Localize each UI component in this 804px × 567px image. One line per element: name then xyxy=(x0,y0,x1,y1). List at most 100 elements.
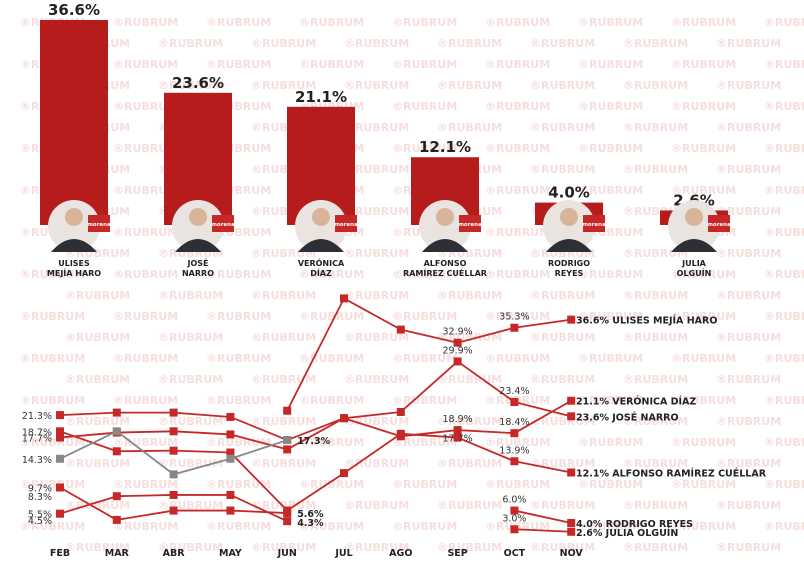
watermark-text: ®RUBRUM xyxy=(578,352,643,365)
watermark-text: ®RUBRUM xyxy=(578,268,643,281)
series-marker xyxy=(510,525,519,534)
series-marker xyxy=(56,509,64,518)
watermark-text: ®RUBRUM xyxy=(65,373,130,386)
watermark-text: ®RUBRUM xyxy=(485,100,550,113)
watermark-text: ®RUBRUM xyxy=(251,373,316,386)
series-marker xyxy=(396,325,405,334)
data-label: 18.7% xyxy=(22,427,52,438)
watermark-text: ®RUBRUM xyxy=(392,352,457,365)
series-segment xyxy=(173,430,231,436)
data-label: 13.9% xyxy=(499,445,529,456)
watermark-text: ®RUBRUM xyxy=(485,142,550,155)
watermark-text: ®RUBRUM xyxy=(344,163,409,176)
series-marker xyxy=(283,445,292,454)
watermark-text: ®RUBRUM xyxy=(344,121,409,134)
data-label: 18.4% xyxy=(499,417,529,428)
watermark-text: ®RUBRUM xyxy=(716,415,781,428)
watermark-text: ®RUBRUM xyxy=(344,541,409,554)
x-tick-label: MAR xyxy=(105,548,130,559)
watermark-text: ®RUBRUM xyxy=(158,331,223,344)
watermark-text: ®RUBRUM xyxy=(764,352,804,365)
watermark-text: ®RUBRUM xyxy=(623,457,688,470)
watermark-text: ®RUBRUM xyxy=(158,289,223,302)
avatar-head xyxy=(65,208,83,226)
series-end-label: 36.6% ULISES MEJÍA HARO xyxy=(576,315,717,327)
watermark-text: ®RUBRUM xyxy=(716,163,781,176)
watermark-text: ®RUBRUM xyxy=(716,37,781,50)
watermark-text: ®RUBRUM xyxy=(113,310,178,323)
data-label: 8.3% xyxy=(28,492,52,503)
series-marker xyxy=(112,408,121,417)
series-segment xyxy=(230,509,288,514)
series-segment xyxy=(400,328,458,344)
series-segment xyxy=(116,430,174,434)
watermark-text: ®RUBRUM xyxy=(344,79,409,92)
series-segment xyxy=(59,411,117,416)
morena-badge xyxy=(88,215,110,232)
watermark-text: ®RUBRUM xyxy=(158,79,223,92)
watermark-text: ®RUBRUM xyxy=(392,58,457,71)
candidate-avatar xyxy=(172,200,224,252)
watermark-text: ®RUBRUM xyxy=(113,352,178,365)
series-marker xyxy=(510,323,519,332)
avatar-body xyxy=(546,239,592,252)
watermark-text: ®RUBRUM xyxy=(485,184,550,197)
watermark-text: ®RUBRUM xyxy=(206,352,271,365)
watermark-text: ®RUBRUM xyxy=(764,142,804,155)
series-marker xyxy=(169,470,178,479)
data-label: 21.3% xyxy=(22,411,52,422)
watermark-text: ®RUBRUM xyxy=(485,268,550,281)
watermark-text: ®RUBRUM xyxy=(113,436,178,449)
candidate-name: RODRIGO xyxy=(548,259,590,268)
data-label: 3.0% xyxy=(502,513,526,524)
avatar-body xyxy=(422,239,468,252)
watermark-text: ®RUBRUM xyxy=(671,184,736,197)
series-marker xyxy=(226,430,235,439)
series-segment xyxy=(343,297,402,331)
series-marker xyxy=(567,468,576,477)
watermark-text: ®RUBRUM xyxy=(671,268,736,281)
watermark-text: ®RUBRUM xyxy=(716,79,781,92)
avatar-body xyxy=(298,239,344,252)
candidate-avatar xyxy=(48,200,100,252)
watermark-text: ®RUBRUM xyxy=(623,163,688,176)
watermark-text: ®RUBRUM xyxy=(206,478,271,491)
watermark-text: ®RUBRUM xyxy=(485,58,550,71)
watermark-text: ®RUBRUM xyxy=(578,436,643,449)
morena-badge xyxy=(708,215,730,232)
watermark-text: ®RUBRUM xyxy=(437,415,502,428)
series-marker xyxy=(226,448,235,457)
watermark-text: ®RUBRUM xyxy=(65,415,130,428)
watermark-text: ®RUBRUM xyxy=(578,310,643,323)
series-marker xyxy=(226,454,235,463)
morena-badge-text: morena xyxy=(87,222,111,228)
data-label: 5.6% xyxy=(297,509,324,520)
watermark-text: ®RUBRUM xyxy=(485,436,550,449)
watermark-text: ®RUBRUM xyxy=(65,499,130,512)
watermark-text: ®RUBRUM xyxy=(530,289,595,302)
bar-1 xyxy=(40,20,108,225)
series-marker xyxy=(396,429,405,438)
watermark-text: ®RUBRUM xyxy=(158,415,223,428)
series-end-label: 23.6% JOSÉ NARRO xyxy=(576,411,679,423)
watermark-text: ®RUBRUM xyxy=(392,520,457,533)
series-segment xyxy=(230,433,288,451)
watermark-text: ®RUBRUM xyxy=(716,457,781,470)
candidate-name: VERÓNICA xyxy=(298,257,345,268)
watermark-text: ®RUBRUM xyxy=(344,331,409,344)
watermark-text: ®RUBRUM xyxy=(299,268,364,281)
candidate-name: RAMÍREZ CUÉLLAR xyxy=(403,267,487,278)
watermark-text: ®RUBRUM xyxy=(671,436,736,449)
watermark-text: ®RUBRUM xyxy=(392,16,457,29)
morena-badge-text: morena xyxy=(334,222,358,228)
watermark-text: ®RUBRUM xyxy=(344,37,409,50)
series-segment xyxy=(286,417,345,441)
series-segment xyxy=(514,460,572,474)
watermark-text: ®RUBRUM xyxy=(764,100,804,113)
series-marker xyxy=(169,427,178,436)
series-marker xyxy=(226,490,235,499)
x-tick-label: OCT xyxy=(504,548,526,559)
series-marker xyxy=(453,433,462,442)
watermark-text: ®RUBRUM xyxy=(530,415,595,428)
